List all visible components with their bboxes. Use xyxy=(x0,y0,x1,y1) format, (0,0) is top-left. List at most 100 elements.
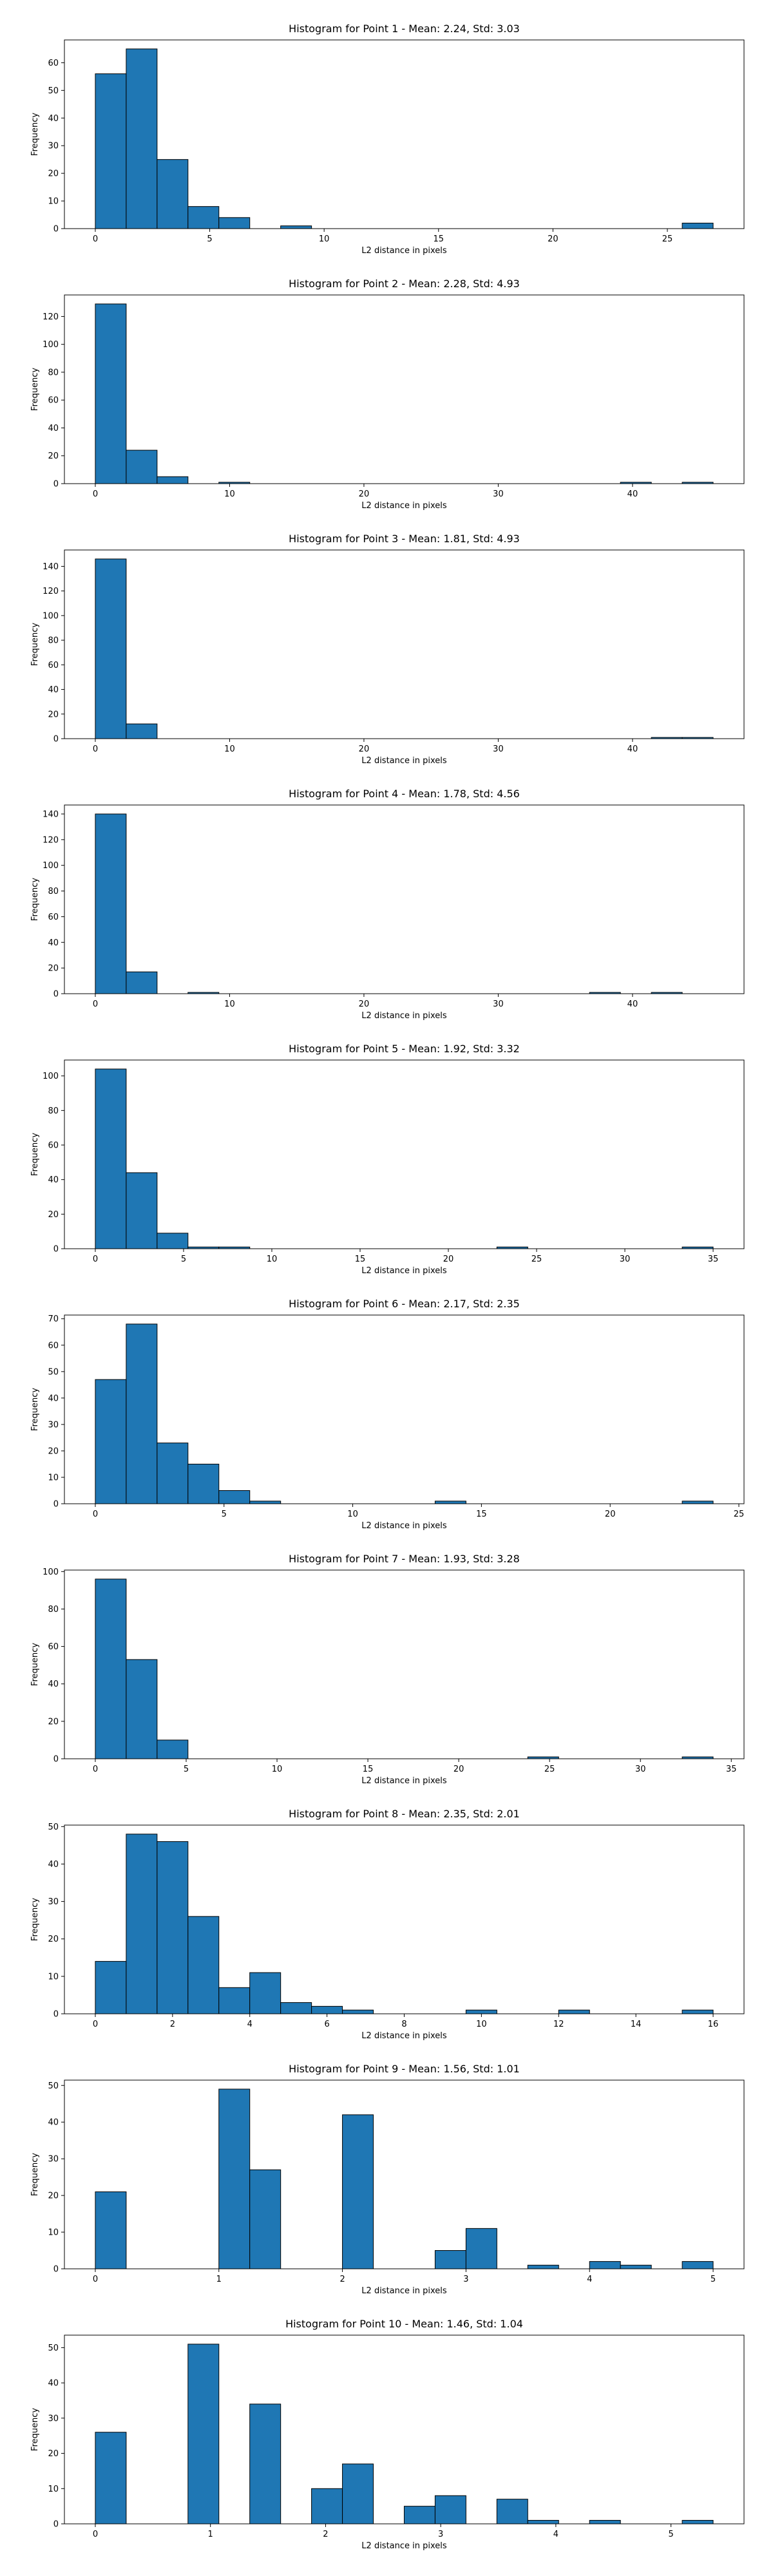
plot-frame xyxy=(64,549,745,739)
y-tick-label: 120 xyxy=(43,312,59,322)
x-tick-label: 10 xyxy=(224,999,235,1009)
plot-frame xyxy=(64,1059,745,1249)
y-tick-label: 60 xyxy=(48,1642,59,1652)
y-tick-label: 60 xyxy=(48,59,59,68)
x-tick-label: 0 xyxy=(93,2020,98,2029)
y-tick-label: 50 xyxy=(48,1823,59,1832)
x-tick-label: 35 xyxy=(708,1255,719,1264)
y-tick-label: 40 xyxy=(48,1860,59,1870)
x-tick-label: 0 xyxy=(93,744,98,754)
y-axis-label: Frequency xyxy=(30,368,40,411)
x-tick-label: 20 xyxy=(443,1255,454,1264)
y-tick-label: 80 xyxy=(48,368,59,377)
histogram-panel-9: Histogram for Point 9 - Mean: 1.56, Std:… xyxy=(30,2063,745,2296)
histogram-panel-1: Histogram for Point 1 - Mean: 2.24, Std:… xyxy=(30,23,745,256)
x-tick-label: 30 xyxy=(493,999,504,1009)
histogram-bar xyxy=(249,2169,282,2269)
histogram-panel-3: Histogram for Point 3 - Mean: 1.81, Std:… xyxy=(30,533,745,766)
y-tick-label: 50 xyxy=(48,1367,59,1377)
x-tick-label: 30 xyxy=(620,1255,631,1264)
histogram-bar xyxy=(496,2499,528,2524)
x-tick-label: 0 xyxy=(93,2275,98,2284)
y-tick-label: 0 xyxy=(53,225,59,234)
y-tick-label: 40 xyxy=(48,1175,59,1185)
y-tick-label: 20 xyxy=(48,1446,59,1456)
y-axis-label: Frequency xyxy=(30,2408,40,2451)
y-tick-label: 60 xyxy=(48,396,59,406)
plot-frame xyxy=(64,804,745,994)
y-tick-label: 40 xyxy=(48,2118,59,2128)
histogram-bar xyxy=(218,2088,251,2269)
x-tick-label: 0 xyxy=(93,999,98,1009)
y-tick-label: 30 xyxy=(48,2414,59,2423)
y-tick-label: 0 xyxy=(53,2010,59,2020)
histogram-bar xyxy=(311,2488,343,2524)
y-tick-label: 70 xyxy=(48,1314,59,1324)
y-axis-label: Frequency xyxy=(30,113,40,156)
x-axis-label: L2 distance in pixels xyxy=(361,1266,447,1276)
y-tick-label: 80 xyxy=(48,1106,59,1116)
y-tick-label: 20 xyxy=(48,1210,59,1220)
y-tick-label: 140 xyxy=(43,810,59,819)
x-axis-label: L2 distance in pixels xyxy=(361,2541,447,2551)
histogram-bar xyxy=(620,2264,652,2269)
histogram-bar xyxy=(342,2114,374,2269)
y-tick-label: 100 xyxy=(43,611,59,621)
y-tick-label: 100 xyxy=(43,1072,59,1081)
y-tick-label: 0 xyxy=(53,2520,59,2530)
x-tick-label: 2 xyxy=(339,2275,345,2284)
x-axis-label: L2 distance in pixels xyxy=(361,501,447,511)
histogram-bar xyxy=(187,1463,220,1504)
x-tick-label: 0 xyxy=(93,489,98,499)
histogram-bar xyxy=(280,225,312,229)
chart-title: Histogram for Point 4 - Mean: 1.78, Std:… xyxy=(289,788,520,800)
histogram-bar xyxy=(95,813,127,994)
histogram-bar xyxy=(95,1068,127,1249)
histogram-panel-2: Histogram for Point 2 - Mean: 2.28, Std:… xyxy=(30,278,745,511)
histogram-bar xyxy=(157,1841,189,2014)
histogram-bar xyxy=(589,2520,621,2524)
histogram-bar xyxy=(157,1443,189,1504)
chart-title: Histogram for Point 1 - Mean: 2.24, Std:… xyxy=(289,23,520,35)
histogram-bar xyxy=(95,2191,127,2269)
histogram-bar xyxy=(95,303,127,484)
x-tick-label: 8 xyxy=(401,2020,406,2029)
histogram-bar xyxy=(95,2432,127,2524)
histogram-bar xyxy=(465,2009,497,2014)
y-axis-label: Frequency xyxy=(30,1898,40,1941)
x-tick-label: 5 xyxy=(668,2530,673,2539)
histogram-bar xyxy=(187,2344,220,2524)
y-tick-label: 40 xyxy=(48,685,59,695)
x-tick-label: 5 xyxy=(711,2275,716,2284)
x-tick-label: 4 xyxy=(553,2530,558,2539)
y-axis-label: Frequency xyxy=(30,1388,40,1431)
histogram-bar xyxy=(157,159,189,229)
y-tick-label: 10 xyxy=(48,1473,59,1482)
histogram-bar xyxy=(249,2403,282,2524)
y-tick-label: 100 xyxy=(43,1567,59,1577)
x-tick-label: 5 xyxy=(222,1510,227,1519)
histogram-panel-4: Histogram for Point 4 - Mean: 1.78, Std:… xyxy=(30,788,745,1021)
histogram-bar xyxy=(126,1833,158,2014)
y-tick-label: 50 xyxy=(48,2081,59,2091)
x-tick-label: 3 xyxy=(463,2275,468,2284)
histogram-bar xyxy=(527,2264,559,2269)
y-tick-label: 60 xyxy=(48,661,59,670)
histogram-bar xyxy=(126,723,158,739)
histogram-bar xyxy=(311,2005,343,2014)
histogram-bar xyxy=(187,206,220,229)
chart-title: Histogram for Point 3 - Mean: 1.81, Std:… xyxy=(289,533,520,545)
y-tick-label: 0 xyxy=(53,480,59,489)
x-tick-label: 25 xyxy=(734,1510,745,1519)
x-tick-label: 5 xyxy=(181,1255,186,1264)
histogram-bar xyxy=(403,2506,435,2524)
histogram-bar xyxy=(558,2009,590,2014)
x-tick-label: 10 xyxy=(267,1255,278,1264)
histogram-bar xyxy=(434,2495,466,2524)
x-tick-label: 15 xyxy=(363,1765,374,1774)
histogram-bar xyxy=(682,1501,714,1504)
histogram-bar xyxy=(249,1972,282,2014)
y-tick-label: 40 xyxy=(48,938,59,948)
y-tick-label: 140 xyxy=(43,562,59,572)
